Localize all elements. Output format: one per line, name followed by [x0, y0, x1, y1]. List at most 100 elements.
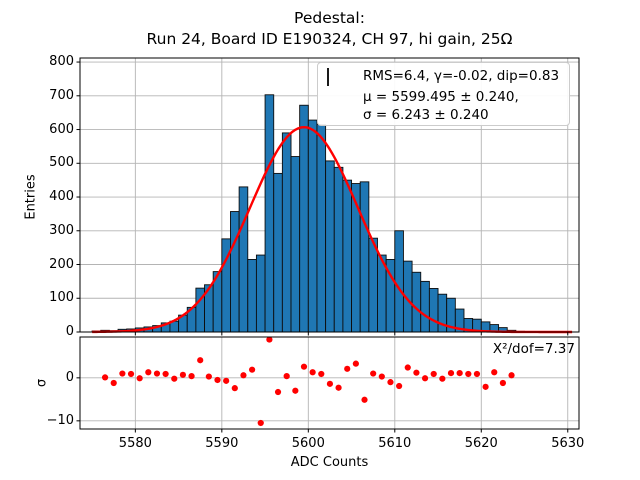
residual-dot [473, 370, 481, 378]
x-tick-label: 5600 [291, 436, 325, 451]
residual-dot [248, 366, 256, 373]
sigma-gridlines [80, 337, 579, 429]
residual-dot [499, 379, 506, 387]
sigma-tick-label: −10 [46, 412, 74, 428]
residual-dot [318, 370, 325, 378]
main-axes-spine [79, 57, 580, 333]
histogram-bar [428, 288, 439, 333]
histogram-bar [316, 124, 327, 333]
residual-dot [292, 387, 299, 394]
residual-dot [171, 375, 178, 382]
residual-dot [179, 371, 187, 378]
histogram-bar [290, 156, 301, 333]
histogram-bar [230, 211, 240, 333]
residual-dot [205, 373, 212, 380]
residual-dot [231, 385, 238, 392]
histogram-bar [273, 172, 283, 333]
x-tick-label: 5620 [464, 436, 498, 451]
histogram-bar [394, 230, 404, 333]
histogram-bar [238, 186, 249, 333]
residual-dot [300, 363, 308, 370]
residual-dot [430, 370, 437, 378]
legend-item-histogram: RMS=6.4, γ=-0.02, dip=0.83 [327, 67, 561, 86]
residual-dot [283, 373, 290, 380]
x-tick-label: 5630 [551, 436, 585, 451]
residual-dot [145, 369, 152, 376]
sigma-tick-label: 0 [65, 369, 74, 385]
residual-dot [352, 360, 359, 367]
residual-dot [361, 396, 368, 403]
residual-dot [508, 372, 515, 379]
y-tick-label: 100 [49, 290, 74, 306]
y-tick-label: 300 [49, 222, 74, 238]
y-tick-label: 400 [49, 189, 74, 205]
x-tick-label: 5610 [378, 436, 412, 451]
histogram-bars [91, 94, 525, 333]
legend-fit-label-line1: μ = 5599.495 ± 0.240, [363, 89, 519, 105]
residual-dot [326, 380, 334, 387]
histogram-bar [247, 259, 257, 333]
residual-dot [257, 419, 264, 427]
legend-item-fit: μ = 5599.495 ± 0.240, σ = 6.243 ± 0.240 [327, 88, 561, 124]
residual-dot [344, 365, 351, 372]
x-tick-label: 5590 [205, 436, 239, 451]
residual-dot [240, 372, 247, 379]
histogram-bar [342, 179, 353, 333]
residual-dot [127, 370, 135, 378]
residual-dot [136, 375, 143, 382]
y-tick-label: 200 [49, 256, 74, 272]
residual-dot [223, 377, 230, 384]
histogram-bar [420, 280, 430, 333]
residual-dot [266, 336, 273, 343]
histogram-bar [299, 104, 309, 333]
residual-dot [491, 369, 498, 376]
histogram-swatch-icon [327, 67, 354, 86]
residual-dot [274, 388, 282, 396]
residual-dot [309, 369, 316, 376]
residual-dot [110, 379, 117, 387]
histogram-bar [307, 119, 318, 333]
y-tick-label: 500 [49, 155, 74, 171]
tick-marks [76, 61, 569, 433]
histogram-bar [333, 166, 344, 333]
y-tick-label: 600 [49, 121, 74, 137]
legend-fit-label-line2: σ = 6.243 ± 0.240 [363, 107, 489, 123]
residual-dot [456, 370, 463, 377]
residual-dot [335, 384, 342, 391]
x-axis-label: ADC Counts [290, 455, 369, 470]
sigma-axes-spine [79, 336, 580, 430]
histogram-bar [281, 132, 292, 333]
legend-histogram-label: RMS=6.4, γ=-0.02, dip=0.83 [363, 68, 560, 84]
residual-dot [465, 370, 472, 378]
x-tick-label: 5580 [118, 436, 152, 451]
residual-dot [439, 375, 446, 382]
plot-title: Pedestal: Run 24, Board ID E190324, CH 9… [80, 8, 579, 50]
histogram-bar [264, 94, 275, 333]
residual-dot [162, 370, 169, 378]
residual-dot [119, 370, 126, 377]
residual-dots [101, 336, 515, 427]
residual-dot [404, 364, 411, 371]
residual-dot [413, 369, 420, 376]
histogram-bar [411, 271, 422, 333]
histogram-bar [255, 254, 266, 333]
residual-dot [482, 383, 489, 390]
y-tick-label: 800 [49, 54, 74, 70]
legend-fit-label: μ = 5599.495 ± 0.240, σ = 6.243 ± 0.240 [363, 88, 519, 124]
y-tick-label: 700 [49, 87, 74, 103]
legend: RMS=6.4, γ=-0.02, dip=0.83 μ = 5599.495 … [317, 62, 570, 126]
axes-spines [79, 57, 580, 430]
histogram-bar [325, 160, 335, 333]
residual-dot [370, 370, 377, 377]
residual-dot [396, 382, 403, 390]
residual-dot [153, 370, 161, 377]
residual-dot [387, 379, 394, 386]
chi2-annotation: X²/dof=7.37 [492, 341, 575, 357]
y-tick-label: 0 [65, 324, 74, 339]
residual-dot [447, 370, 455, 377]
residual-dot [197, 357, 204, 364]
residual-dot [378, 373, 385, 380]
residual-dot [188, 373, 195, 380]
plot-title-line2: Run 24, Board ID E190324, CH 97, hi gain… [146, 30, 513, 48]
